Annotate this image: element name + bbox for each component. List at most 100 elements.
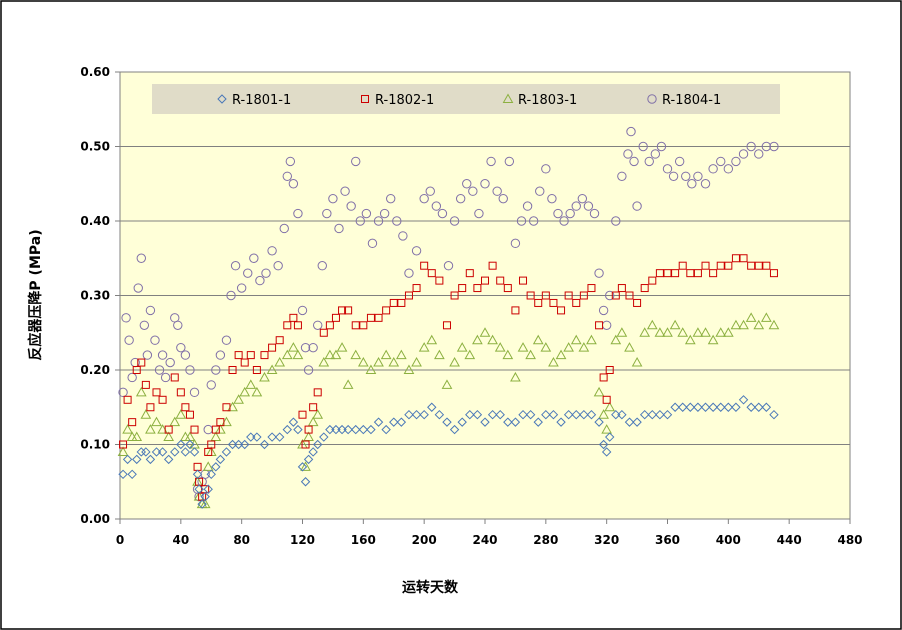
point-R-1801-1 xyxy=(457,417,467,427)
point-R-1804-1 xyxy=(716,156,726,167)
point-R-1804-1 xyxy=(553,208,563,219)
point-R-1804-1 xyxy=(139,320,150,330)
point-R-1803-1 xyxy=(745,312,757,322)
point-R-1802-1 xyxy=(190,425,199,434)
point-R-1802-1 xyxy=(633,298,642,307)
point-R-1804-1 xyxy=(313,320,323,330)
point-R-1804-1 xyxy=(731,156,741,167)
point-R-1802-1 xyxy=(216,418,225,427)
series-R-1802-1 xyxy=(119,254,778,501)
point-R-1802-1 xyxy=(605,366,614,374)
point-R-1801-1 xyxy=(685,402,696,412)
point-R-1802-1 xyxy=(344,306,353,315)
point-R-1801-1 xyxy=(136,447,146,457)
point-R-1803-1 xyxy=(593,386,605,397)
point-R-1803-1 xyxy=(624,342,635,352)
point-R-1803-1 xyxy=(373,357,384,367)
point-R-1801-1 xyxy=(297,462,308,472)
point-R-1801-1 xyxy=(240,439,250,450)
point-R-1802-1 xyxy=(319,328,328,337)
point-R-1803-1 xyxy=(215,424,226,434)
point-R-1801-1 xyxy=(358,424,369,435)
point-R-1802-1 xyxy=(304,425,313,434)
point-R-1804-1 xyxy=(431,201,442,211)
x-tick-label: 200 xyxy=(412,533,437,547)
point-R-1804-1 xyxy=(535,186,545,196)
legend-label: R-1803-1 xyxy=(518,93,577,108)
point-R-1804-1 xyxy=(761,141,772,152)
point-R-1803-1 xyxy=(456,342,468,352)
point-R-1803-1 xyxy=(251,386,263,397)
point-R-1802-1 xyxy=(397,298,406,307)
x-tick-label: 320 xyxy=(594,533,619,547)
point-R-1802-1 xyxy=(181,403,190,412)
point-R-1802-1 xyxy=(739,254,748,263)
point-R-1801-1 xyxy=(754,402,764,412)
x-tick-label: 360 xyxy=(655,533,680,547)
point-R-1804-1 xyxy=(133,283,143,293)
point-R-1804-1 xyxy=(157,350,168,360)
point-R-1803-1 xyxy=(715,327,727,337)
point-R-1804-1 xyxy=(498,193,508,204)
point-R-1801-1 xyxy=(145,454,156,465)
point-R-1804-1 xyxy=(571,201,581,211)
point-R-1801-1 xyxy=(639,409,650,420)
point-R-1804-1 xyxy=(361,208,372,219)
point-R-1803-1 xyxy=(548,357,559,367)
point-R-1803-1 xyxy=(510,371,521,382)
point-R-1804-1 xyxy=(656,141,667,152)
point-R-1804-1 xyxy=(617,171,627,182)
point-R-1801-1 xyxy=(548,409,559,420)
point-R-1803-1 xyxy=(395,349,407,360)
point-R-1801-1 xyxy=(419,409,429,420)
point-R-1803-1 xyxy=(140,409,152,419)
point-R-1801-1 xyxy=(303,454,314,465)
point-R-1802-1 xyxy=(338,306,347,315)
point-R-1802-1 xyxy=(234,351,243,360)
point-R-1803-1 xyxy=(288,342,299,352)
point-R-1804-1 xyxy=(589,208,600,219)
point-R-1801-1 xyxy=(465,409,475,420)
point-R-1803-1 xyxy=(604,401,616,412)
point-R-1802-1 xyxy=(731,254,740,263)
point-R-1802-1 xyxy=(693,269,702,278)
point-R-1802-1 xyxy=(534,298,543,307)
point-R-1803-1 xyxy=(662,327,673,337)
point-R-1801-1 xyxy=(611,409,621,420)
point-R-1801-1 xyxy=(396,417,407,427)
point-R-1801-1 xyxy=(598,439,609,450)
point-R-1803-1 xyxy=(517,342,529,352)
point-R-1803-1 xyxy=(312,409,324,419)
point-R-1802-1 xyxy=(747,261,756,270)
point-R-1802-1 xyxy=(572,298,581,307)
point-R-1801-1 xyxy=(200,491,210,502)
point-R-1803-1 xyxy=(700,327,711,337)
point-R-1803-1 xyxy=(342,379,354,389)
x-tick-label: 0 xyxy=(116,533,124,547)
point-R-1803-1 xyxy=(365,364,377,374)
point-R-1803-1 xyxy=(684,334,696,345)
gridlines xyxy=(120,146,850,445)
point-R-1804-1 xyxy=(285,156,296,167)
point-R-1804-1 xyxy=(723,164,734,174)
point-R-1802-1 xyxy=(496,276,505,285)
point-R-1801-1 xyxy=(746,402,756,412)
point-R-1803-1 xyxy=(122,424,133,434)
point-R-1803-1 xyxy=(722,327,734,337)
point-R-1804-1 xyxy=(249,253,259,263)
point-R-1803-1 xyxy=(563,342,575,352)
point-R-1803-1 xyxy=(411,357,422,367)
point-R-1801-1 xyxy=(723,402,734,412)
point-R-1804-1 xyxy=(565,208,575,219)
point-R-1804-1 xyxy=(386,193,396,204)
point-R-1804-1 xyxy=(282,171,292,182)
point-R-1803-1 xyxy=(578,342,590,352)
point-R-1802-1 xyxy=(331,313,340,322)
point-R-1804-1 xyxy=(611,216,621,226)
point-R-1804-1 xyxy=(176,342,186,353)
point-R-1802-1 xyxy=(260,351,269,360)
point-R-1802-1 xyxy=(564,291,573,300)
point-R-1801-1 xyxy=(525,409,536,420)
point-R-1802-1 xyxy=(228,366,237,374)
point-R-1804-1 xyxy=(150,335,160,345)
